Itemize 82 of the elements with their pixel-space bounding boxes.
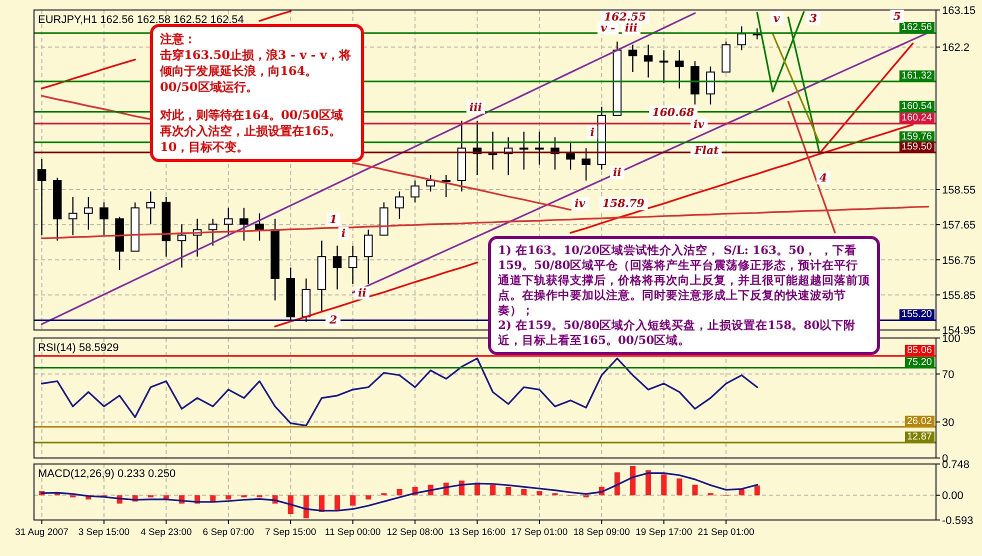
y-tick-label: 30 xyxy=(942,417,954,429)
annotation: 162.55 xyxy=(604,10,646,24)
annotation: 158.79 xyxy=(602,197,645,210)
annotation: 1 xyxy=(330,212,338,226)
annotation: Flat xyxy=(694,144,719,158)
annotation: v - xyxy=(600,22,616,35)
annotation: i xyxy=(341,226,346,240)
annotation: 4 xyxy=(819,171,828,184)
ref-line-label: 159.76 xyxy=(901,131,932,142)
ref-line-label: 160.24 xyxy=(901,112,932,124)
annotation: 注意： xyxy=(160,31,197,47)
x-tick-label: 13 Sep 16:00 xyxy=(448,527,506,538)
bar xyxy=(676,478,682,496)
bar xyxy=(366,495,372,500)
bar xyxy=(614,472,620,496)
x-tick-label: 6 Sep 07:00 xyxy=(202,527,254,538)
annotation: 击穿163.50止损，浪3 - v - v，将倾向于发展延长浪，向164。00/50区域运行。 xyxy=(160,47,352,95)
bar xyxy=(646,470,652,496)
bar xyxy=(210,495,216,502)
x-tick-label: 11 Sep 00:00 xyxy=(324,527,381,538)
y-tick-label: 155.85 xyxy=(942,290,976,302)
annotation: 3 xyxy=(809,12,818,25)
x-tick-label: 19 Sep 17:00 xyxy=(636,527,692,538)
y-tick-label: 100 xyxy=(942,333,960,345)
bar xyxy=(318,495,324,512)
bar xyxy=(288,495,294,514)
bar xyxy=(350,495,356,506)
ref-line-label: 159.50 xyxy=(901,141,932,152)
annotation: iv xyxy=(694,118,705,131)
annotation: v xyxy=(773,12,780,25)
ref-line-label: 12.87 xyxy=(906,432,932,443)
bar xyxy=(506,486,512,496)
bar xyxy=(630,466,636,496)
y-tick-label: -0.593 xyxy=(942,515,974,527)
y-tick-label: 157.65 xyxy=(942,220,976,232)
ref-line-label: 161.32 xyxy=(901,70,932,82)
ref-line-label: 26.02 xyxy=(906,416,932,427)
ref-line-label: 162.56 xyxy=(901,22,932,34)
bar xyxy=(536,491,542,496)
y-tick-label: 162.2 xyxy=(942,42,970,54)
ref-line-label: 155.20 xyxy=(901,309,932,320)
annotation: 2) 在159。50/80区域介入短线买盘，止损设置在158。80以下附近，目标上看至165。00/50区域。 xyxy=(498,318,857,348)
ref-line-label: 85.06 xyxy=(906,344,932,356)
annotation: 2 xyxy=(328,313,338,326)
bar xyxy=(226,495,232,500)
bar xyxy=(490,484,496,496)
y-tick-label: 158.55 xyxy=(942,184,976,197)
bar xyxy=(754,486,760,496)
y-tick-label: 0.00 xyxy=(942,490,964,502)
x-tick-label: 7 Sep 15:00 xyxy=(264,527,316,538)
y-tick-label: 0.748 xyxy=(942,459,970,471)
annotation: iv xyxy=(574,197,586,210)
chart-title: EURJPY,H1 162.56 162.58 162.52 162.54 xyxy=(38,14,244,26)
chart-title: MACD(12,26,9) 0.233 0.250 xyxy=(38,468,176,480)
bar xyxy=(661,474,667,496)
annotation: iii xyxy=(624,22,638,35)
bar xyxy=(303,495,309,518)
y-tick-label: 163.15 xyxy=(942,5,976,17)
annotation: 对此，则等待在164。00/50区域再次介入沽空，止损设置在165。10，目标不变。 xyxy=(160,107,344,155)
x-tick-label: 31 Aug 2007 xyxy=(15,527,68,538)
annotation: 160.68 xyxy=(652,106,695,120)
annotation: iii xyxy=(469,100,482,114)
annotation: ii xyxy=(613,166,622,179)
annotation: i xyxy=(590,126,594,139)
y-tick-label: 156.75 xyxy=(942,254,976,267)
bar xyxy=(692,484,698,496)
x-tick-label: 21 Sep 01:00 xyxy=(698,527,754,538)
x-tick-label: 3 Sep 15:00 xyxy=(78,527,130,538)
bar xyxy=(334,495,340,510)
annotation: 5 xyxy=(893,10,901,23)
chart-title: RSI(14) 58.5929 xyxy=(38,342,119,354)
annotation: ii xyxy=(358,286,366,300)
x-tick-label: 18 Sep 09:00 xyxy=(573,527,630,538)
ref-line-label: 160.54 xyxy=(901,100,932,112)
bar xyxy=(521,488,527,496)
x-tick-label: 4 Sep 23:00 xyxy=(140,527,192,538)
annotation: 1) 在163。10/20区域尝试性介入沽空， S/L: 163。50， ，下看159。50/80区域平仓（回落将产生平台震荡修正形态，预计在平行通道下轨获得支撑后，价格将再次向上反复，并且很可能超越回落前顶点。在操作中要加以注意。同时要注意形成上下反复的快速波动节奏）； xyxy=(498,243,870,318)
bar xyxy=(396,488,402,496)
ref-line-label: 75.20 xyxy=(906,356,932,368)
x-tick-label: 17 Sep 01:00 xyxy=(511,527,568,538)
x-tick-label: 12 Sep 08:00 xyxy=(386,527,444,538)
y-tick-label: 70 xyxy=(942,369,954,381)
